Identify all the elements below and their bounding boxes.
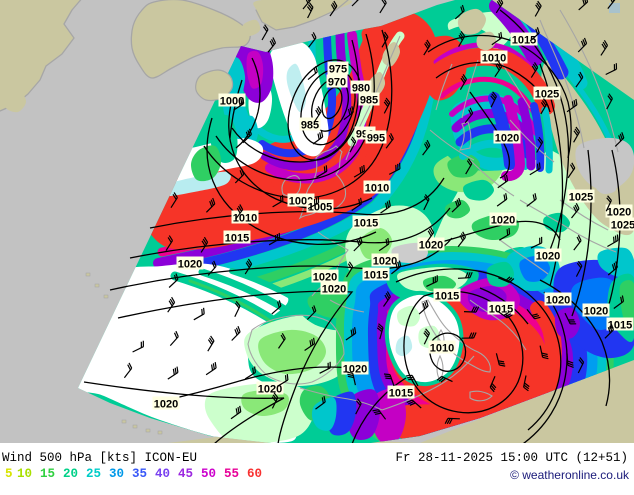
svg-text:1025: 1025 bbox=[535, 89, 559, 101]
svg-text:1020: 1020 bbox=[343, 364, 367, 376]
svg-text:1010: 1010 bbox=[430, 343, 454, 355]
svg-text:55: 55 bbox=[224, 467, 239, 481]
svg-text:1020: 1020 bbox=[154, 399, 178, 411]
svg-text:970: 970 bbox=[328, 77, 346, 89]
svg-text:1020: 1020 bbox=[419, 240, 443, 252]
svg-text:10: 10 bbox=[17, 467, 32, 481]
svg-text:975: 975 bbox=[329, 64, 347, 76]
svg-text:1020: 1020 bbox=[546, 295, 570, 307]
svg-text:1020: 1020 bbox=[491, 215, 515, 227]
svg-text:5: 5 bbox=[5, 467, 13, 481]
svg-text:1015: 1015 bbox=[435, 291, 459, 303]
svg-text:50: 50 bbox=[201, 467, 216, 481]
svg-text:995: 995 bbox=[367, 133, 385, 145]
svg-text:15: 15 bbox=[40, 467, 55, 481]
svg-text:1020: 1020 bbox=[607, 207, 631, 219]
svg-text:30: 30 bbox=[109, 467, 124, 481]
svg-text:© weatheronline.co.uk: © weatheronline.co.uk bbox=[510, 468, 630, 482]
svg-text:45: 45 bbox=[178, 467, 193, 481]
svg-text:985: 985 bbox=[301, 120, 319, 132]
svg-text:1015: 1015 bbox=[389, 388, 413, 400]
svg-text:1015: 1015 bbox=[512, 35, 536, 47]
svg-text:Wind 500 hPa [kts] ICON-EU: Wind 500 hPa [kts] ICON-EU bbox=[2, 451, 197, 465]
svg-text:35: 35 bbox=[132, 467, 147, 481]
svg-text:985: 985 bbox=[360, 95, 378, 107]
svg-text:20: 20 bbox=[63, 467, 78, 481]
svg-text:40: 40 bbox=[155, 467, 170, 481]
svg-text:1015: 1015 bbox=[354, 218, 378, 230]
svg-text:25: 25 bbox=[86, 467, 101, 481]
svg-text:1025: 1025 bbox=[569, 192, 593, 204]
svg-text:1020: 1020 bbox=[322, 284, 346, 296]
svg-text:1005: 1005 bbox=[308, 202, 332, 214]
svg-text:60: 60 bbox=[247, 467, 262, 481]
svg-text:1010: 1010 bbox=[482, 53, 506, 65]
svg-text:1020: 1020 bbox=[536, 251, 560, 263]
svg-text:1020: 1020 bbox=[584, 306, 608, 318]
svg-text:1010: 1010 bbox=[365, 183, 389, 195]
svg-text:1015: 1015 bbox=[225, 233, 249, 245]
svg-text:1015: 1015 bbox=[364, 270, 388, 282]
svg-text:1020: 1020 bbox=[178, 259, 202, 271]
svg-text:1025: 1025 bbox=[611, 220, 634, 232]
svg-text:1020: 1020 bbox=[495, 133, 519, 145]
svg-text:Fr 28-11-2025 15:00 UTC (12+51: Fr 28-11-2025 15:00 UTC (12+51) bbox=[395, 451, 628, 465]
svg-text:1020: 1020 bbox=[373, 256, 397, 268]
